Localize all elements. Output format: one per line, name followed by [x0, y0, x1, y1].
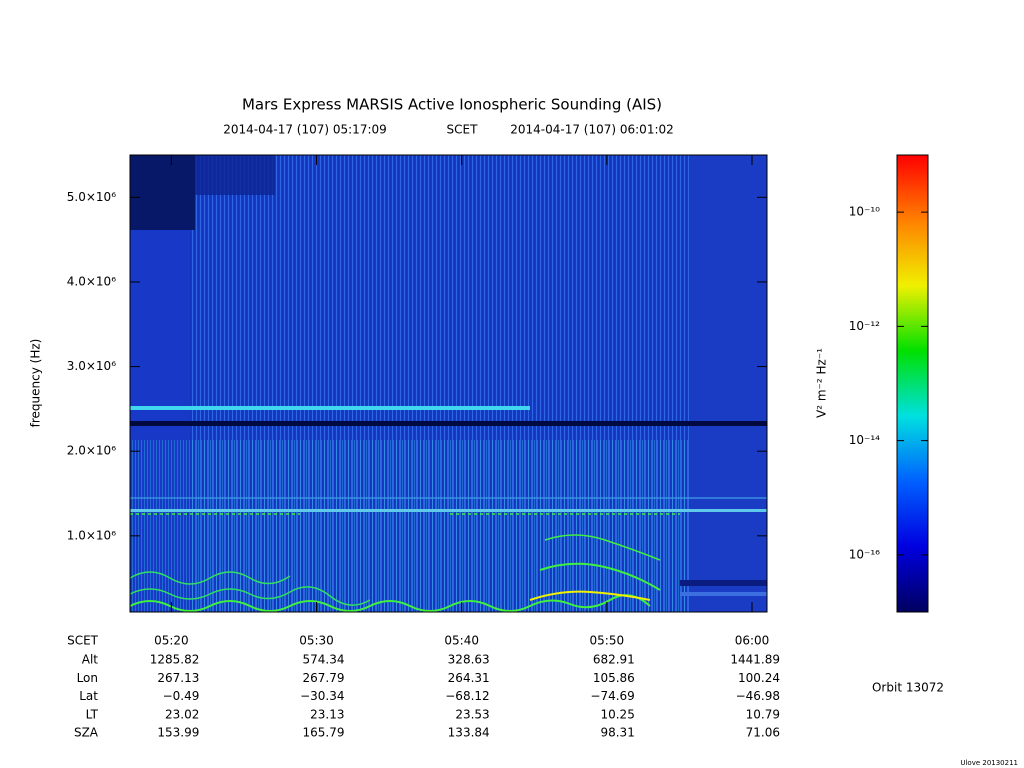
colorbar-tick-label: 10⁻¹²: [849, 319, 880, 333]
colorbar-tick-label: 10⁻¹⁰: [849, 205, 880, 219]
ephemeris-value: 682.91: [593, 653, 635, 667]
colorbar-tick-label: 10⁻¹⁶: [849, 547, 880, 561]
x-tick-label: 05:30: [299, 634, 334, 648]
x-tick-label: 05:20: [154, 634, 189, 648]
ephemeris-value: 1441.89: [730, 653, 780, 667]
ephemeris-row-label: Lon: [77, 671, 98, 685]
ephemeris-value: −30.34: [300, 689, 344, 703]
y-axis-label: frequency (Hz): [29, 339, 43, 428]
ephemeris-value: 328.63: [448, 653, 490, 667]
spectrogram-image: [129, 155, 767, 612]
y-tick-label: 3.0×10⁶: [67, 359, 116, 373]
ephemeris-value: −68.12: [445, 689, 489, 703]
ephemeris-value: 267.13: [157, 671, 199, 685]
ephemeris-value: 23.13: [310, 707, 344, 721]
ephemeris-value: 264.31: [448, 671, 490, 685]
ephemeris-value: −46.98: [736, 689, 780, 703]
orbit-label: Orbit 13072: [872, 681, 944, 695]
ephemeris-row-label: SZA: [74, 726, 99, 740]
ephemeris-row-label: LT: [86, 707, 99, 721]
colorbar: [896, 154, 929, 613]
y-tick-label: 4.0×10⁶: [67, 274, 116, 288]
ephemeris-value: −74.69: [590, 689, 634, 703]
ephemeris-row-label: Lat: [79, 689, 98, 703]
ephemeris-value: 71.06: [746, 726, 780, 740]
plot-frame: [129, 154, 768, 613]
ephemeris-value: 10.79: [746, 707, 780, 721]
colorbar-label: V² m⁻² Hz⁻¹: [815, 348, 829, 418]
colorbar-tick-label: 10⁻¹⁴: [849, 433, 880, 447]
ephemeris-value: 23.53: [455, 707, 489, 721]
ephemeris-value: 153.99: [157, 726, 199, 740]
y-tick-label: 5.0×10⁶: [67, 190, 116, 204]
ephemeris-header: SCET: [67, 634, 99, 648]
y-tick-label: 1.0×10⁶: [67, 528, 116, 542]
ephemeris-value: 267.79: [303, 671, 345, 685]
ephemeris-row-label: Alt: [82, 653, 99, 667]
x-tick-label: 05:40: [444, 634, 479, 648]
ephemeris-value: 574.34: [303, 653, 345, 667]
ephemeris-value: 105.86: [593, 671, 635, 685]
time-system: SCET: [447, 123, 479, 137]
ephemeris-value: 1285.82: [150, 653, 200, 667]
ephemeris-value: −0.49: [163, 689, 200, 703]
ephemeris-value: 98.31: [600, 726, 634, 740]
y-tick-label: 2.0×10⁶: [67, 444, 116, 458]
x-tick-label: 06:00: [735, 634, 770, 648]
end-time: 2014-04-17 (107) 06:01:02: [510, 123, 674, 137]
ephemeris-value: 10.25: [600, 707, 634, 721]
x-tick-label: 05:50: [590, 634, 625, 648]
chart-title: Mars Express MARSIS Active Ionospheric S…: [242, 96, 662, 114]
start-time: 2014-04-17 (107) 05:17:09: [223, 123, 387, 137]
ephemeris-value: 133.84: [448, 726, 490, 740]
ephemeris-value: 165.79: [303, 726, 345, 740]
ephemeris-value: 23.02: [165, 707, 199, 721]
ephemeris-value: 100.24: [738, 671, 780, 685]
version-label: Ulove 20130211: [960, 759, 1018, 767]
